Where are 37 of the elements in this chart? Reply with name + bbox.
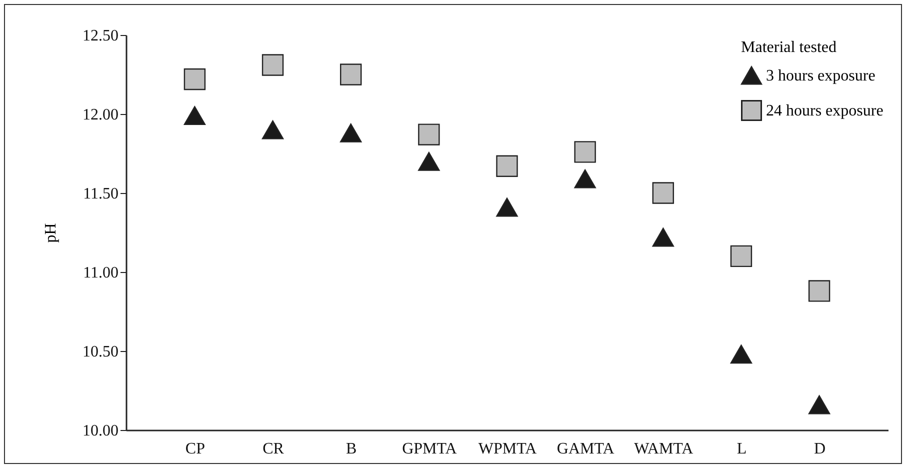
y-tick-label: 10.00 — [82, 422, 118, 440]
legend-label: 24 hours exposure — [766, 102, 884, 120]
x-tick-label: WAMTA — [634, 440, 694, 458]
x-tick-label: L — [736, 440, 747, 458]
point — [262, 120, 284, 140]
y-tick-label: 12.00 — [82, 106, 118, 124]
y-axis-title: pH — [42, 222, 60, 243]
point — [262, 54, 284, 76]
x-tick-label: CP — [185, 440, 206, 458]
y-tick-label: 12.50 — [82, 28, 118, 44]
point — [184, 106, 206, 126]
x-tick-label: WPMTA — [478, 440, 538, 458]
point — [418, 152, 440, 171]
x-tick-label: GPMTA — [402, 440, 458, 458]
x-tick-label: CR — [262, 440, 284, 458]
x-tick-label: GAMTA — [556, 440, 615, 458]
point — [340, 64, 362, 86]
x-tick-label: B — [346, 440, 357, 458]
point — [496, 198, 518, 217]
point — [808, 395, 830, 414]
point — [574, 169, 596, 188]
point — [652, 228, 674, 247]
point — [730, 344, 752, 364]
point — [184, 68, 206, 90]
legend-label: 3 hours exposure — [766, 68, 876, 84]
y-tick-label: 11.50 — [83, 186, 118, 202]
point — [340, 123, 362, 142]
point — [730, 245, 752, 268]
point — [418, 124, 440, 146]
legend-title: Material tested — [741, 39, 837, 56]
y-tick-label: 11.00 — [83, 264, 118, 282]
point — [652, 182, 674, 204]
point — [574, 141, 596, 163]
point — [808, 280, 830, 302]
x-tick-label: D — [814, 440, 826, 458]
point — [496, 155, 518, 177]
y-tick-label: 10.50 — [82, 344, 118, 360]
